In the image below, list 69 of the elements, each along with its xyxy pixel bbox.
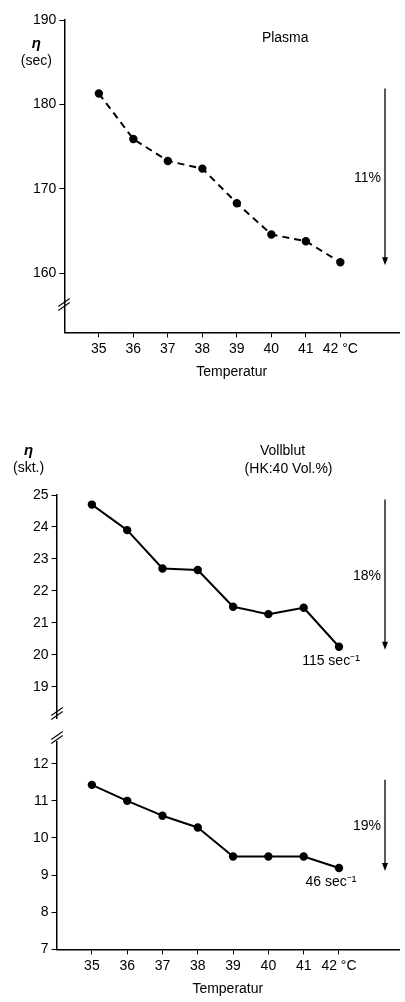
y-tick-label: 23 [32, 549, 49, 566]
y-tick-label: 22 [32, 581, 49, 598]
y-axis-title: η (sec) [20, 34, 52, 68]
point [336, 258, 345, 267]
point [264, 609, 273, 619]
point [267, 230, 276, 239]
y-tick-label: 8 [40, 903, 49, 920]
x-tick-label: 36 [119, 956, 136, 973]
y-axis-title: η (skt.) [13, 441, 45, 475]
annotation: 18% [352, 566, 381, 583]
point [129, 134, 138, 144]
y-tick-label: 24 [32, 517, 49, 534]
text: Plasma [261, 29, 309, 45]
point [122, 525, 132, 535]
chart-subtitle: (HK:40 Vol.%) [244, 460, 333, 476]
x-tick-label: 35 [91, 339, 107, 356]
y-tick-label: 21 [32, 613, 49, 630]
point [158, 811, 167, 820]
x-tick-label: 41 [295, 956, 312, 973]
y-tick-label: 19 [32, 677, 49, 694]
point [87, 500, 97, 509]
x-tick-label: 39 [225, 956, 242, 973]
point [299, 603, 308, 612]
point [122, 796, 132, 806]
y-tick-label: 9 [40, 865, 49, 882]
point [158, 564, 167, 573]
annotation: 11% [354, 168, 381, 185]
point [228, 602, 238, 611]
y-tick-label: 180 [33, 95, 57, 112]
y-tick-label: 20 [32, 645, 49, 662]
y-tick-label: 11 [34, 791, 49, 808]
point [193, 565, 202, 575]
annotation: 19% [352, 817, 381, 834]
point [163, 156, 173, 166]
y-tick-label: 170 [33, 179, 57, 196]
y-tick-label: 160 [33, 264, 57, 281]
x-tick-label: 42 °C [321, 956, 357, 973]
series-label: 115 sec⁻¹ [302, 651, 361, 668]
x-tick-label: 38 [194, 339, 211, 356]
x-tick-label: 35 [84, 956, 100, 973]
x-tick-label: 39 [229, 339, 245, 356]
point [334, 863, 344, 873]
y-tick-label: 25 [32, 485, 49, 502]
x-tick-label: 40 [260, 956, 277, 973]
x-tick-label: 36 [125, 339, 142, 356]
x-axis-title: Temperatur [196, 363, 268, 380]
x-tick-label: 37 [160, 339, 176, 356]
point [334, 642, 344, 651]
x-axis-title: Temperatur [192, 980, 264, 997]
x-tick-label: 37 [154, 956, 171, 973]
x-tick-label: 42 °C [322, 339, 358, 356]
chart-title: Vollblut [260, 442, 306, 458]
point [232, 199, 242, 208]
x-tick-label: 41 [298, 339, 314, 356]
point [301, 237, 311, 246]
point [87, 780, 97, 790]
x-tick-label: 40 [263, 339, 280, 356]
point [198, 164, 207, 173]
y-tick-label: 7 [40, 940, 49, 957]
y-tick-label: 10 [32, 828, 49, 845]
point [299, 852, 308, 861]
y-tick-label: 12 [32, 754, 49, 771]
x-tick-label: 38 [189, 956, 206, 973]
point [94, 89, 104, 98]
point [228, 852, 238, 861]
point [264, 852, 273, 861]
series-label: 46 sec⁻¹ [305, 872, 357, 889]
y-tick-label: 190 [33, 10, 57, 27]
point [193, 823, 202, 832]
